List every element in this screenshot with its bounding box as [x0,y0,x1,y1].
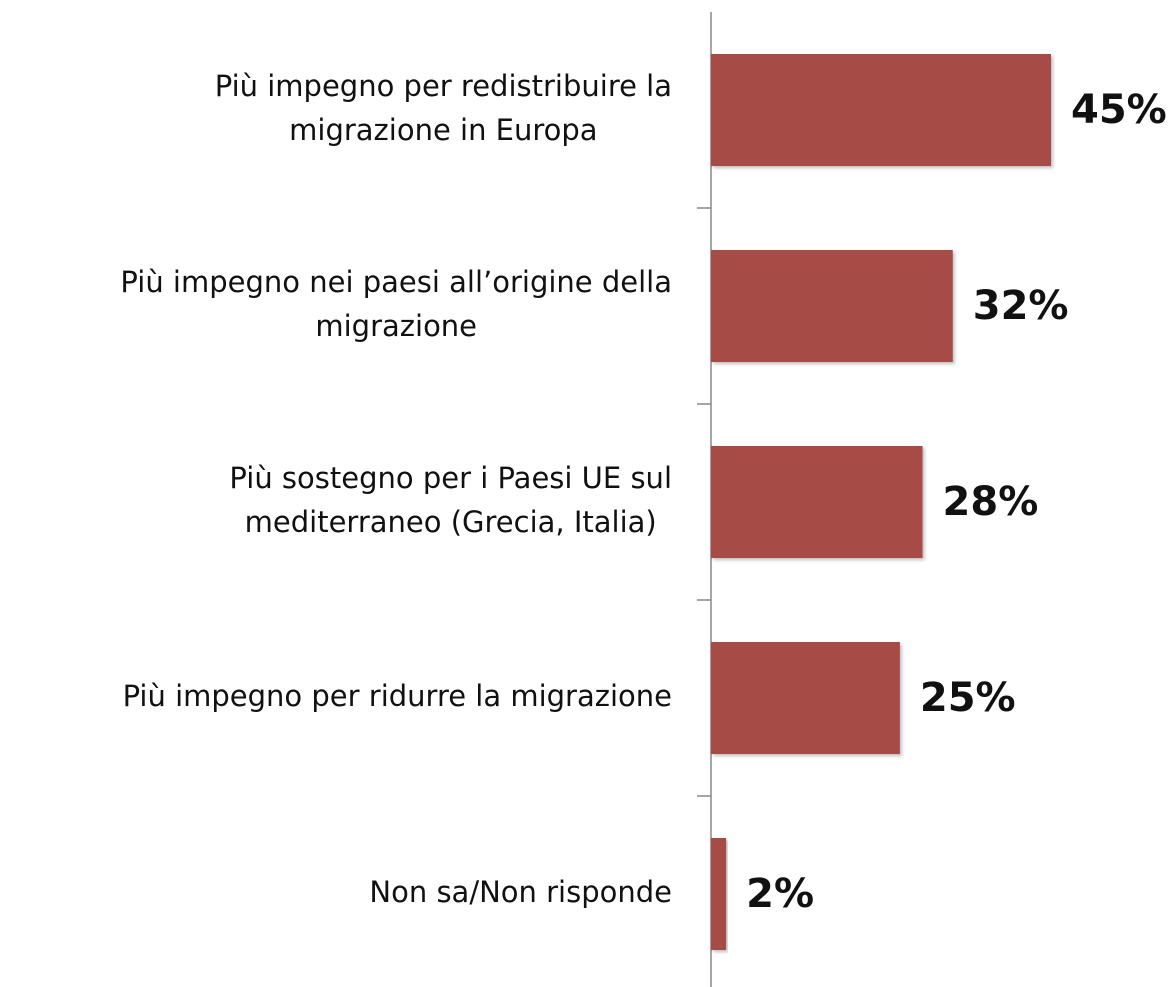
bar [711,838,727,950]
bar [711,642,900,754]
category-label-line: migrazione [315,309,477,343]
category-label-line: Non sa/Non risponde [369,875,672,909]
category-label: Non sa/Non risponde [369,875,672,909]
category-label: Più impegno per ridurre la migrazione [123,679,672,713]
category-label-line: migrazione in Europa [289,113,597,147]
category-label-line: Più sostegno per i Paesi UE sul [229,461,672,495]
bar [711,54,1051,166]
bar [711,250,953,362]
category-label: Più impegno per redistribuire la migrazio… [215,69,672,147]
category-label-line: Più impegno per redistribuire la [215,69,672,103]
category-label-line: Più impegno per ridurre la migrazione [123,679,672,713]
value-label: 45% [1071,87,1167,133]
category-label: Più impegno nei paesi all’origine della m… [120,265,672,343]
category-label-line: mediterraneo (Grecia, Italia) [245,505,657,539]
category-label-line: Più impegno nei paesi all’origine della [120,265,672,299]
value-label: 2% [746,871,814,917]
value-label: 32% [973,283,1069,329]
category-label: Più sostegno per i Paesi UE sul mediterra… [229,461,672,539]
value-label: 28% [943,479,1039,525]
bar [711,446,923,558]
value-label: 25% [920,675,1016,721]
